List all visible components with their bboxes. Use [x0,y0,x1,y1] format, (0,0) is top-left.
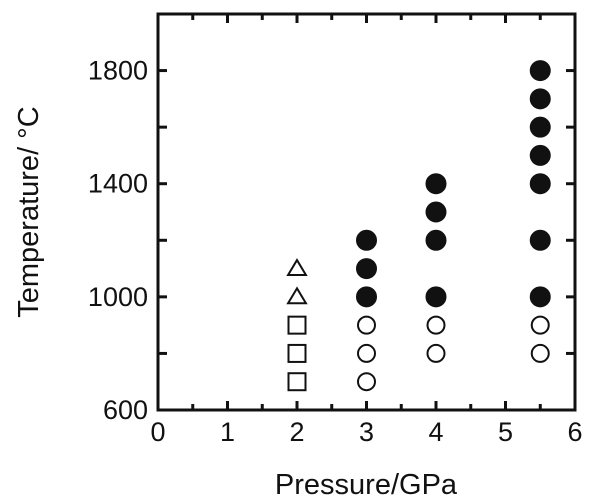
filled-circle-point [529,229,551,251]
open-circle-point [426,343,446,363]
x-tick-label: 6 [567,417,582,447]
x-tick-label: 3 [359,417,374,447]
square-point [287,315,307,335]
y-tick-label: 1400 [88,169,148,199]
square-point [287,372,307,392]
x-tick-label: 1 [220,417,235,447]
square-point [287,343,307,363]
y-axis-title: Temperature/ °C [13,106,45,317]
x-tick-label: 2 [289,417,304,447]
filled-circle-point [356,258,377,280]
filled-circle-point [425,229,447,251]
axis-ticks [156,12,577,412]
x-tick-labels: 0 1 2 3 4 5 6 [150,417,582,447]
filled-circle-point [529,60,551,82]
open-circle-point [530,343,550,363]
x-tick-label: 0 [150,417,165,447]
open-circle-point [357,372,376,392]
y-tick-labels: 600 1000 1400 1800 [88,56,148,425]
triangle-point [286,286,308,305]
open-circle-point [357,343,376,363]
filled-circle-point [529,116,551,138]
open-circle-point [530,315,550,335]
y-tick-label: 600 [103,395,148,425]
y-tick-label: 1000 [88,282,148,312]
filled-circle-point [356,286,377,308]
data-markers [286,60,551,392]
filled-circle-point [529,173,551,195]
filled-circle-point [529,88,551,110]
triangle-point [286,258,308,276]
open-circle-point [357,315,376,335]
filled-circle-point [529,144,551,166]
open-circle-point [426,315,446,335]
filled-circle-point [425,286,447,308]
x-tick-label: 4 [428,417,443,447]
x-tick-label: 5 [498,417,513,447]
filled-circle-point [425,201,447,223]
filled-circle-point [356,229,377,251]
y-tick-label: 1800 [88,56,148,86]
x-axis-title: Pressure/GPa [275,469,458,501]
filled-circle-point [425,173,447,195]
filled-circle-point [529,286,551,308]
